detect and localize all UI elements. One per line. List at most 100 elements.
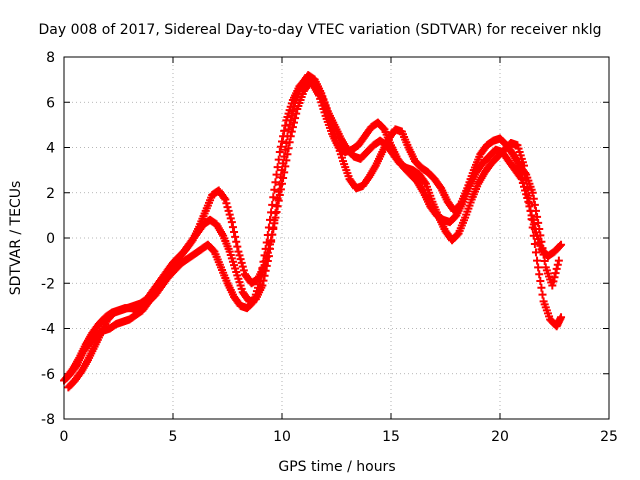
- x-tick-label: 25: [600, 429, 618, 445]
- data-point: [526, 206, 535, 215]
- y-tick-label: -8: [41, 412, 55, 428]
- data-point: [278, 137, 286, 146]
- data-point: [554, 256, 563, 265]
- data-point: [230, 227, 239, 236]
- data-point: [529, 231, 538, 240]
- data-point: [536, 276, 545, 285]
- data-point: [261, 266, 270, 275]
- data-point: [228, 223, 237, 232]
- y-tick-label: 0: [46, 231, 55, 247]
- data-point: [528, 223, 537, 232]
- data-point: [538, 290, 547, 299]
- chart-title: Day 008 of 2017, Sidereal Day-to-day VTE…: [39, 22, 602, 38]
- data-point: [540, 257, 549, 266]
- data-point: [238, 262, 247, 271]
- data-point: [226, 214, 235, 223]
- data-point: [534, 263, 543, 272]
- data-point: [535, 224, 544, 233]
- data-point: [274, 187, 283, 196]
- y-tick-label: 6: [46, 95, 55, 111]
- data-point: [557, 240, 566, 249]
- data-point: [517, 175, 526, 184]
- data-point: [259, 276, 268, 285]
- data-point: [285, 120, 294, 129]
- data-point: [535, 270, 544, 279]
- x-tick-label: 15: [382, 429, 400, 445]
- data-point: [286, 116, 295, 125]
- series-day-3: [62, 71, 566, 383]
- data-point: [529, 194, 538, 203]
- data-point: [271, 209, 280, 218]
- y-tick-label: 2: [46, 186, 55, 202]
- data-point: [222, 199, 231, 208]
- data-point: [551, 269, 560, 278]
- data-point: [225, 210, 234, 219]
- data-point: [522, 176, 531, 185]
- data-point: [525, 199, 534, 208]
- data-point: [276, 173, 285, 182]
- data-point: [550, 273, 559, 282]
- data-point: [420, 178, 429, 187]
- data-point: [531, 248, 540, 257]
- data-point: [283, 132, 292, 141]
- data-point: [530, 200, 539, 209]
- data-point: [524, 191, 533, 200]
- data-point: [268, 230, 277, 239]
- data-point: [288, 107, 297, 116]
- y-tick-label: 4: [46, 141, 55, 157]
- data-point: [527, 215, 536, 224]
- y-axis-label: SDTVAR / TECUs: [8, 181, 24, 296]
- data-point: [530, 240, 539, 249]
- data-point: [533, 256, 542, 265]
- data-point: [557, 313, 566, 322]
- data-point: [273, 194, 282, 203]
- data-point: [280, 152, 289, 161]
- data-point: [538, 244, 547, 253]
- data-point: [235, 251, 244, 260]
- data-point: [260, 271, 269, 280]
- data-point: [258, 281, 267, 290]
- data-point: [537, 237, 546, 246]
- data-point: [521, 169, 530, 178]
- data-point: [234, 247, 243, 256]
- data-point: [534, 218, 543, 227]
- x-tick-label: 5: [169, 429, 178, 445]
- x-tick-label: 0: [60, 429, 69, 445]
- data-point: [266, 244, 275, 253]
- grid: [64, 57, 609, 419]
- data-point: [276, 142, 285, 151]
- x-tick-label: 10: [273, 429, 291, 445]
- data-point: [272, 201, 281, 210]
- data-point: [555, 241, 564, 250]
- y-tick-label: -4: [41, 322, 55, 338]
- data-point: [275, 180, 284, 189]
- data-point: [231, 232, 240, 241]
- data-point: [553, 260, 562, 269]
- data-point: [280, 126, 289, 135]
- data-point: [519, 161, 528, 170]
- data-point: [273, 163, 282, 172]
- y-tick-label: -2: [41, 276, 55, 292]
- data-point: [220, 194, 229, 203]
- data-point: [549, 277, 558, 286]
- data-point: [269, 193, 278, 202]
- data-point: [278, 166, 286, 175]
- data-point: [284, 125, 293, 134]
- data-marks: [60, 71, 566, 392]
- data-point: [269, 223, 278, 232]
- data-point: [237, 258, 246, 267]
- data-point: [264, 252, 273, 261]
- data-point: [548, 281, 557, 290]
- data-point: [552, 264, 561, 273]
- series-day-2: [64, 77, 563, 392]
- data-point: [232, 237, 241, 246]
- data-point: [279, 159, 288, 168]
- data-point: [274, 155, 283, 164]
- x-axis-label: GPS time / hours: [278, 459, 395, 475]
- data-point: [539, 250, 548, 259]
- data-point: [282, 138, 291, 147]
- data-point: [523, 184, 532, 193]
- data-point: [537, 283, 546, 292]
- data-point: [533, 212, 542, 221]
